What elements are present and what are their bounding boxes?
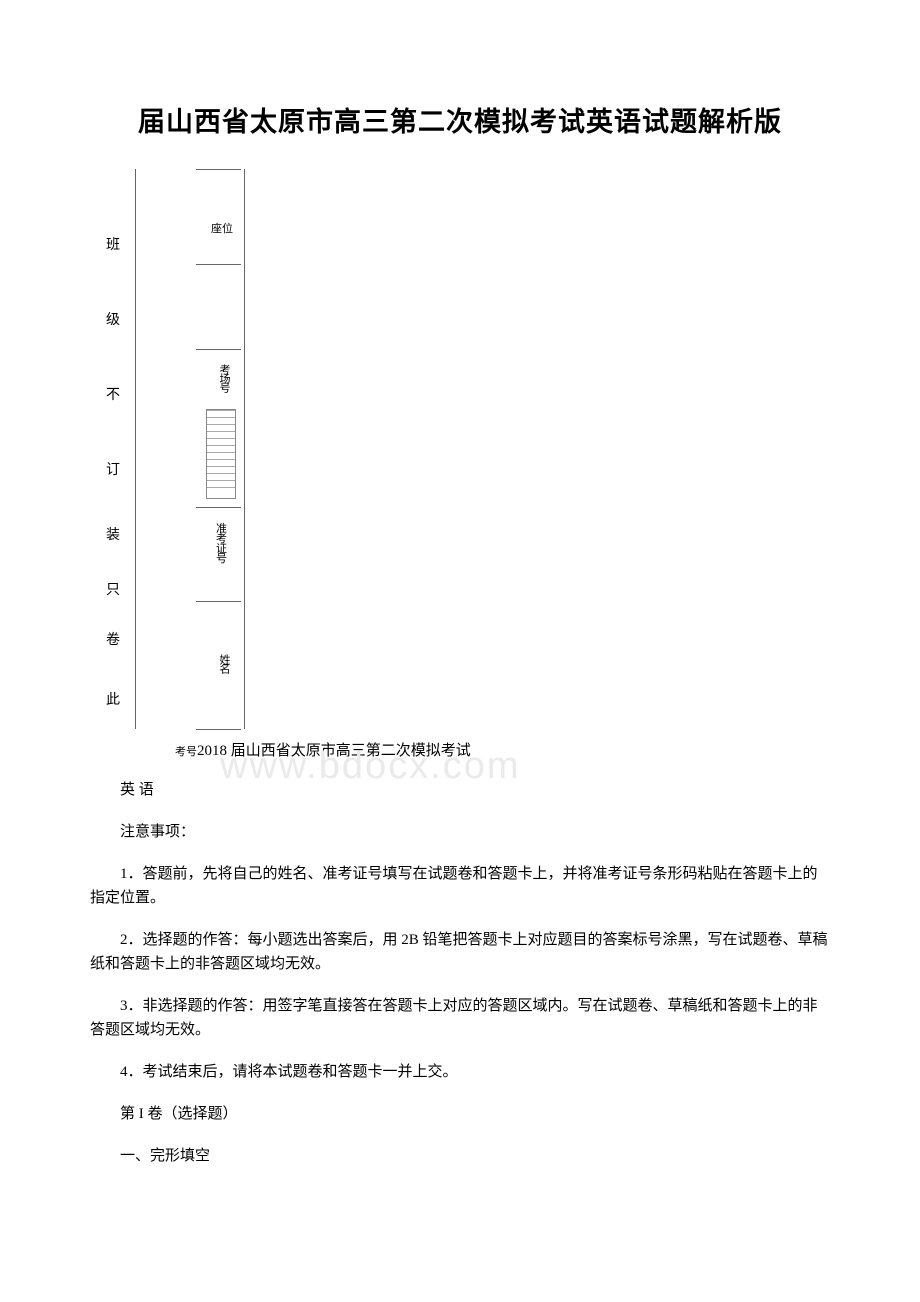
strip-left-char: 此 bbox=[106, 689, 124, 709]
strip-right-label: 考场号 bbox=[216, 364, 232, 391]
strip-right-label: 座位 bbox=[211, 224, 241, 235]
strip-left-char: 级 bbox=[106, 309, 124, 329]
notice-item: 1．答题前，先将自己的姓名、准考证号填写在试题卷和答题卡上，并将准考证号条形码粘… bbox=[90, 862, 830, 910]
document-title: 届山西省太原市高三第二次模拟考试英语试题解析版 bbox=[90, 100, 830, 139]
strip-right-label: 姓名 bbox=[216, 654, 232, 672]
section-heading: 一、完形填空 bbox=[90, 1144, 830, 1168]
strip-left-char: 订 bbox=[106, 459, 124, 479]
notice-item: 2．选择题的作答：每小题选出答案后，用 2B 铅笔把答题卡上对应题目的答案标号涂… bbox=[90, 928, 830, 976]
strip-left-char: 不 bbox=[106, 384, 124, 404]
strip-left-char: 只 bbox=[106, 579, 124, 599]
notice-header: 注意事项： bbox=[90, 820, 830, 844]
exam-number-grid bbox=[206, 409, 236, 499]
strip-left-char: 班 bbox=[106, 234, 124, 254]
strip-left-char: 卷 bbox=[106, 629, 124, 649]
subject-label: 英 语 bbox=[90, 778, 830, 802]
notice-item: 4．考试结束后，请将本试题卷和答题卡一并上交。 bbox=[90, 1060, 830, 1084]
answer-sheet-strip: 班 级 不 订 装 只 卷 此 座位 考场号 准考证号 姓名 bbox=[135, 169, 830, 729]
strip-right-label: 准考证号 bbox=[216, 524, 228, 564]
strip-left-char: 装 bbox=[106, 524, 124, 544]
section-heading: 第 I 卷（选择题） bbox=[90, 1102, 830, 1126]
subtitle-prefix: 考号 bbox=[175, 747, 197, 757]
notice-item: 3．非选择题的作答：用签字笔直接答在答题卡上对应的答题区域内。写在试题卷、草稿纸… bbox=[90, 994, 830, 1042]
